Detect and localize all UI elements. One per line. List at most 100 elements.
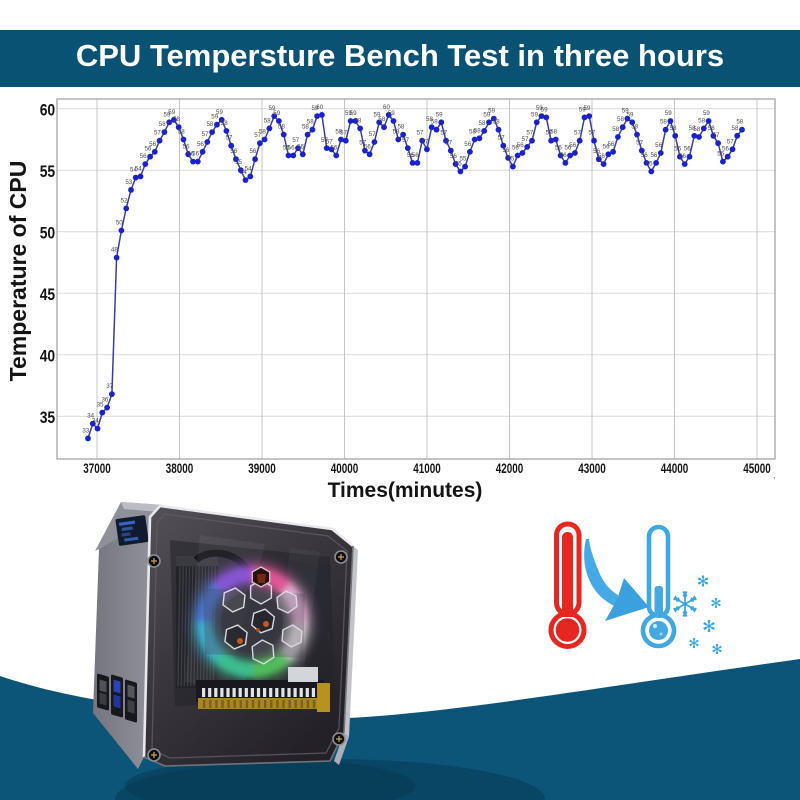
svg-text:,: , — [773, 470, 776, 480]
svg-text:56: 56 — [249, 148, 256, 155]
svg-text:59: 59 — [436, 111, 443, 118]
svg-text:56: 56 — [593, 148, 600, 155]
svg-text:59: 59 — [531, 111, 538, 118]
svg-text:59: 59 — [622, 108, 629, 115]
svg-text:58: 58 — [479, 120, 486, 127]
svg-text:58: 58 — [693, 126, 700, 133]
svg-text:56: 56 — [450, 153, 457, 160]
svg-text:57: 57 — [498, 135, 505, 142]
svg-text:35: 35 — [97, 402, 104, 409]
svg-text:56: 56 — [722, 146, 729, 153]
svg-text:58: 58 — [550, 129, 557, 136]
svg-text:40000: 40000 — [331, 461, 359, 476]
svg-text:58: 58 — [617, 116, 624, 123]
svg-text:57: 57 — [202, 131, 209, 138]
svg-text:56: 56 — [560, 152, 567, 159]
svg-text:59: 59 — [579, 106, 586, 113]
svg-text:58: 58 — [397, 124, 404, 131]
svg-text:58: 58 — [474, 127, 481, 134]
svg-text:59: 59 — [211, 114, 218, 121]
svg-text:56: 56 — [230, 148, 237, 155]
svg-text:59: 59 — [350, 110, 357, 117]
svg-text:41000: 41000 — [413, 461, 441, 476]
svg-text:59: 59 — [345, 110, 352, 117]
svg-text:55: 55 — [459, 156, 466, 163]
svg-text:45000: 45000 — [743, 461, 771, 476]
svg-text:56: 56 — [512, 145, 519, 152]
svg-text:59: 59 — [269, 105, 276, 112]
svg-text:57: 57 — [326, 138, 333, 145]
svg-text:56: 56 — [140, 153, 147, 160]
svg-text:37: 37 — [106, 383, 113, 390]
svg-text:57: 57 — [402, 137, 409, 144]
svg-text:58: 58 — [307, 119, 314, 126]
svg-text:Temperature of CPU: Temperature of CPU — [5, 161, 31, 382]
svg-text:40: 40 — [40, 346, 56, 365]
svg-text:59: 59 — [536, 105, 543, 112]
svg-text:36: 36 — [101, 397, 108, 404]
svg-text:58: 58 — [698, 117, 705, 124]
svg-text:58: 58 — [206, 121, 213, 128]
svg-text:56: 56 — [679, 153, 686, 160]
svg-text:59: 59 — [665, 110, 672, 117]
svg-text:58: 58 — [278, 124, 285, 131]
svg-text:56: 56 — [283, 145, 290, 152]
svg-text:56: 56 — [641, 152, 648, 159]
svg-text:56: 56 — [517, 142, 524, 149]
svg-text:56: 56 — [149, 141, 156, 148]
svg-text:59: 59 — [388, 110, 395, 117]
svg-text:59: 59 — [703, 110, 710, 117]
svg-text:56: 56 — [464, 141, 471, 148]
svg-text:57: 57 — [445, 140, 452, 147]
svg-text:56: 56 — [144, 146, 151, 153]
svg-text:58: 58 — [469, 129, 476, 136]
svg-text:57: 57 — [340, 130, 347, 137]
svg-text:58: 58 — [173, 116, 180, 123]
svg-text:58: 58 — [708, 125, 715, 132]
svg-text:59: 59 — [627, 111, 634, 118]
svg-text:57: 57 — [526, 130, 533, 137]
svg-text:35: 35 — [40, 408, 56, 427]
svg-text:58: 58 — [689, 125, 696, 132]
svg-text:56: 56 — [684, 146, 691, 153]
svg-text:57: 57 — [226, 135, 233, 142]
svg-text:56: 56 — [569, 142, 576, 149]
svg-text:58: 58 — [259, 129, 266, 136]
svg-text:58: 58 — [178, 129, 185, 136]
svg-text:56: 56 — [297, 143, 304, 150]
svg-text:56: 56 — [412, 152, 419, 159]
svg-text:56: 56 — [674, 146, 681, 153]
svg-text:58: 58 — [660, 119, 667, 126]
svg-text:58: 58 — [335, 129, 342, 136]
svg-text:58: 58 — [302, 124, 309, 131]
svg-text:59: 59 — [483, 111, 490, 118]
svg-text:59: 59 — [374, 111, 381, 118]
svg-text:59: 59 — [168, 109, 175, 116]
svg-text:58: 58 — [732, 125, 739, 132]
svg-text:56: 56 — [564, 145, 571, 152]
svg-text:58: 58 — [736, 119, 743, 126]
svg-text:60: 60 — [316, 104, 323, 111]
svg-text:57: 57 — [636, 140, 643, 147]
svg-text:58: 58 — [431, 119, 438, 126]
svg-text:60: 60 — [383, 104, 390, 111]
svg-text:59: 59 — [273, 110, 280, 117]
svg-text:59: 59 — [488, 108, 495, 115]
svg-text:56: 56 — [655, 142, 662, 149]
svg-text:50: 50 — [40, 223, 56, 242]
svg-text:58: 58 — [493, 119, 500, 126]
svg-text:57: 57 — [417, 130, 424, 137]
svg-text:44000: 44000 — [661, 461, 689, 476]
svg-text:Times(minutes): Times(minutes) — [328, 479, 483, 502]
svg-text:57: 57 — [727, 138, 734, 145]
svg-text:59: 59 — [584, 105, 591, 112]
svg-text:56: 56 — [187, 151, 194, 158]
svg-text:58: 58 — [159, 121, 166, 128]
svg-text:58: 58 — [264, 117, 271, 124]
svg-text:57: 57 — [574, 130, 581, 137]
svg-text:56: 56 — [364, 143, 371, 150]
svg-text:58: 58 — [670, 125, 677, 132]
svg-text:58: 58 — [426, 116, 433, 123]
svg-text:57: 57 — [421, 138, 428, 145]
svg-text:53: 53 — [125, 179, 132, 186]
